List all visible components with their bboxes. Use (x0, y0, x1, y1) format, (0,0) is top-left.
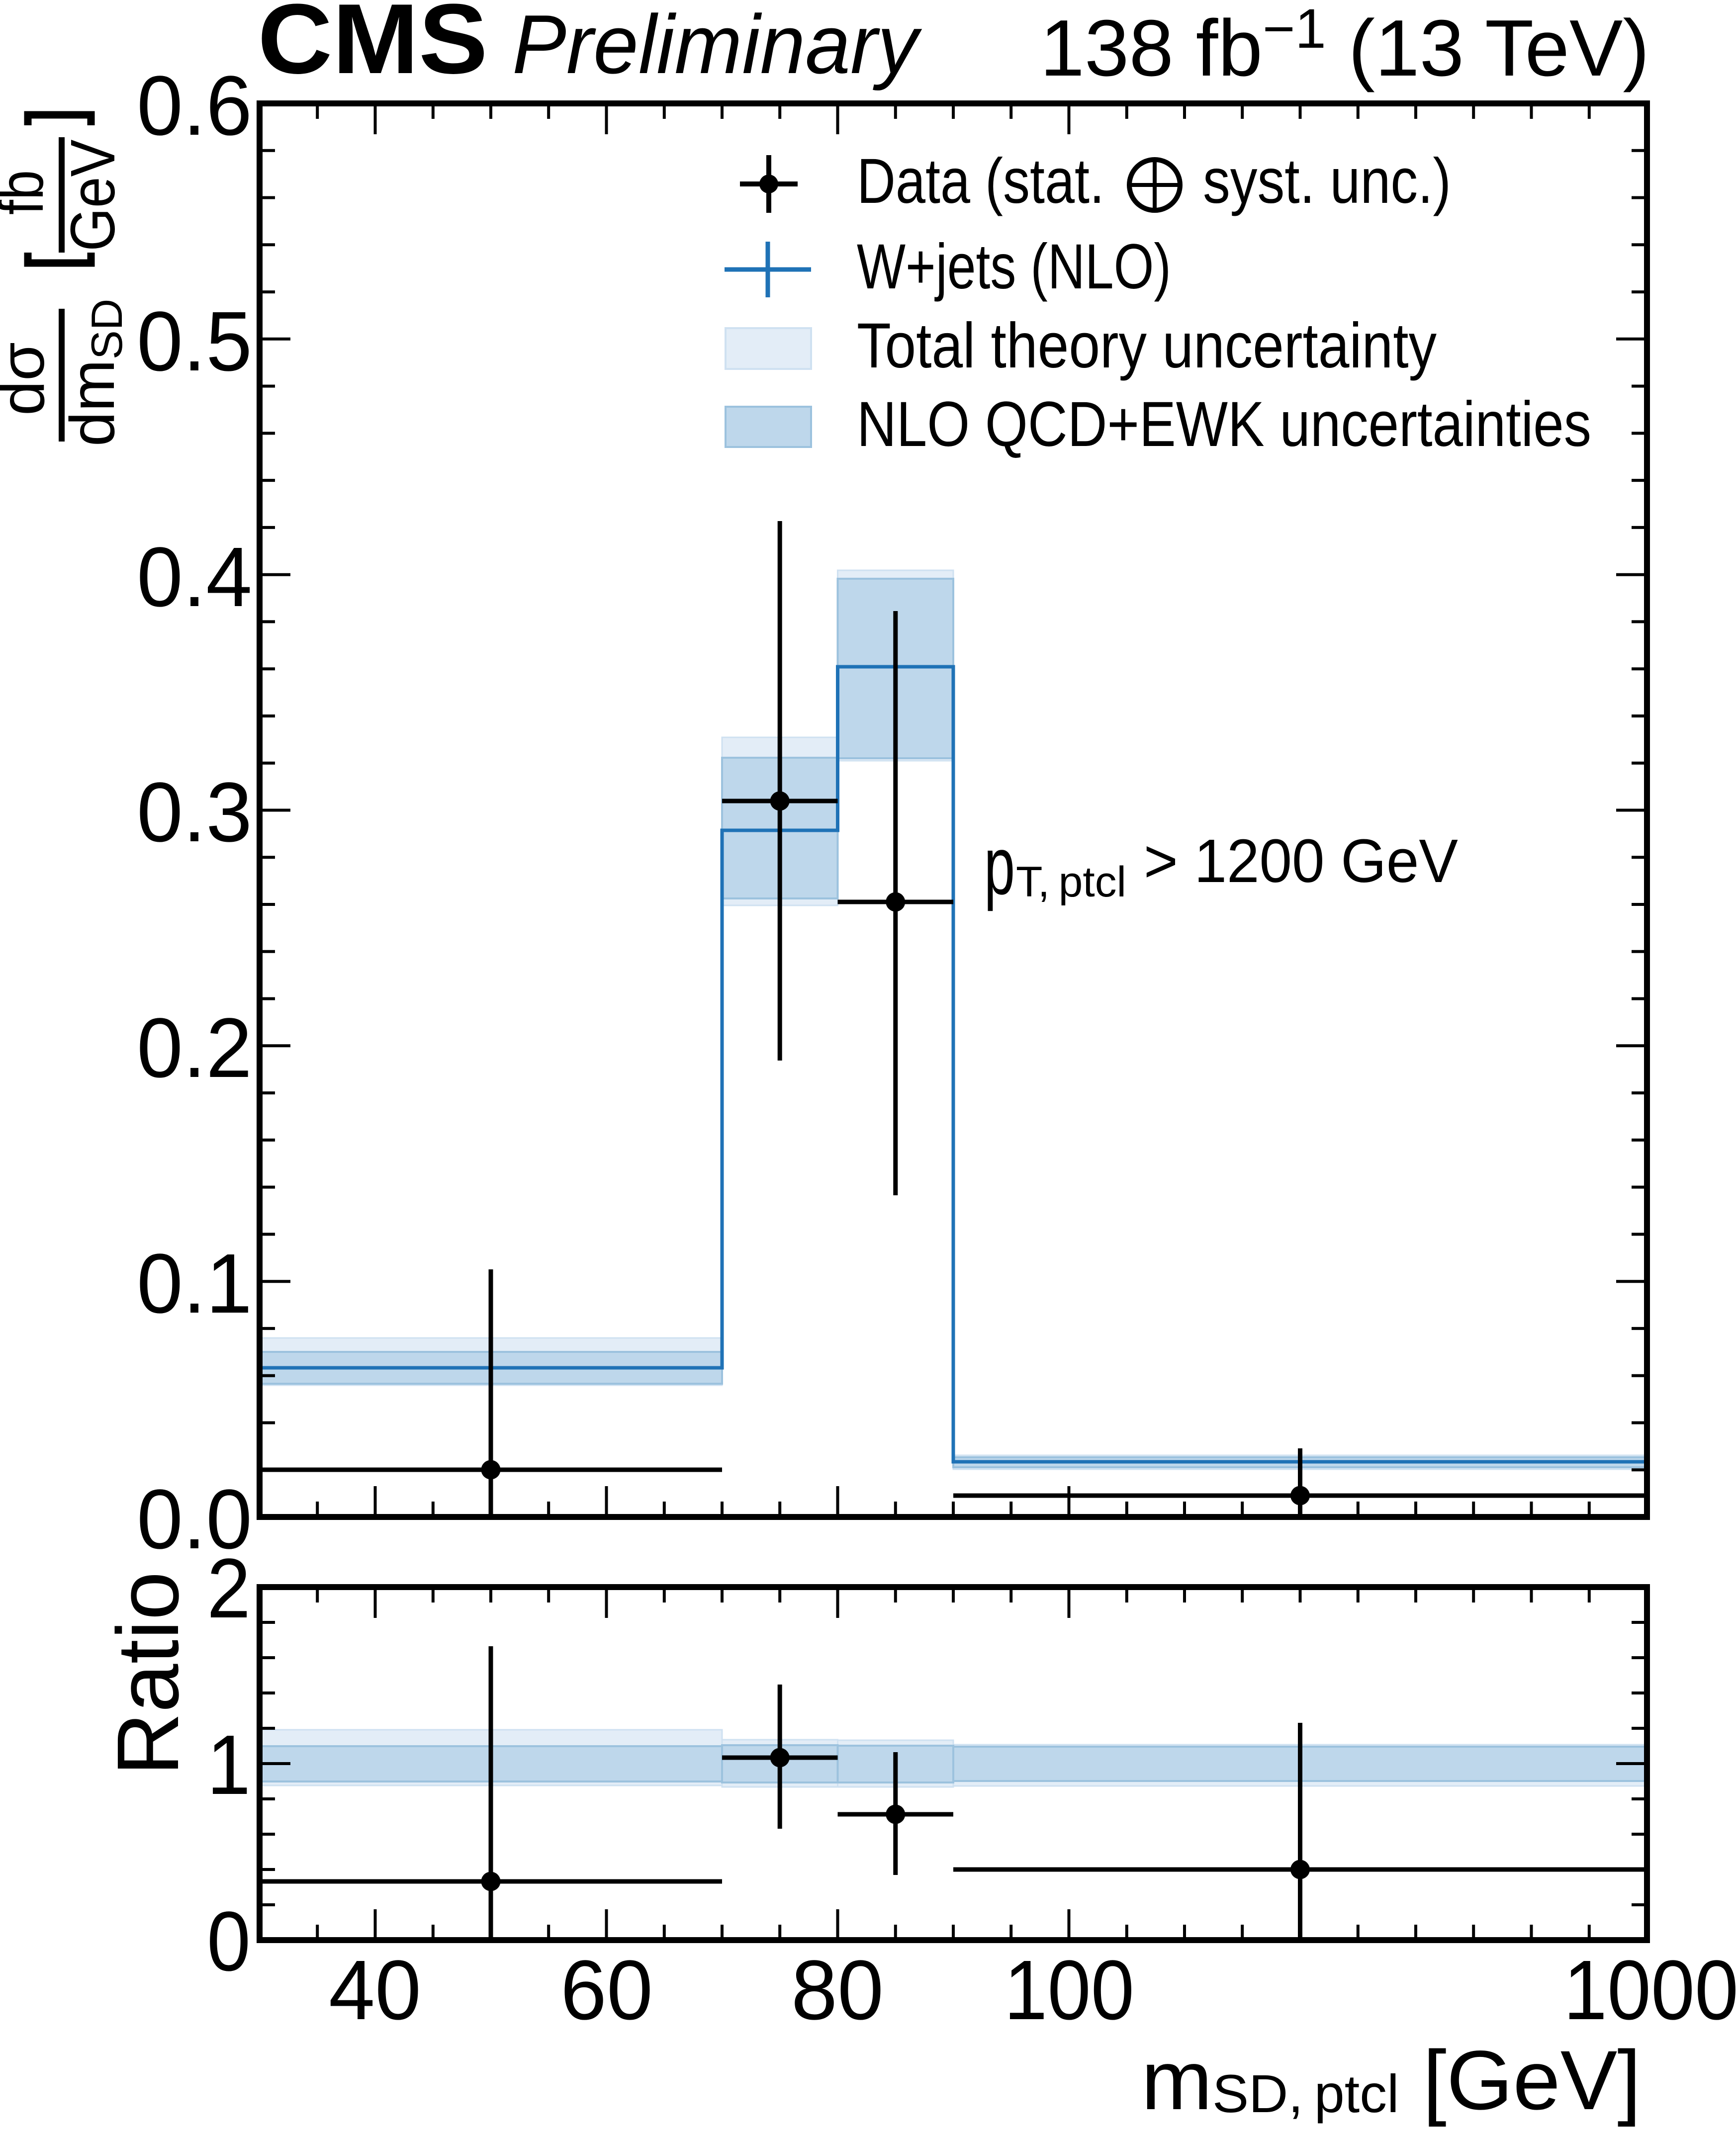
svg-text:0.6: 0.6 (137, 59, 252, 153)
svg-text:fb: fb (0, 170, 56, 215)
svg-text:138 fb−1 (13 TeV): 138 fb−1 (13 TeV) (1040, 0, 1649, 93)
svg-text:Data (stat.: Data (stat. (857, 146, 1104, 217)
svg-text:CMS: CMS (258, 0, 488, 94)
svg-text:NLO QCD+EWK uncertainties: NLO QCD+EWK uncertainties (857, 389, 1591, 460)
svg-text:syst. unc.): syst. unc.) (1203, 146, 1451, 217)
svg-text:0.3: 0.3 (137, 765, 252, 860)
svg-text:> 1200 GeV: > 1200 GeV (1144, 827, 1458, 895)
svg-text:1000: 1000 (1563, 1943, 1736, 2038)
svg-text:0.5: 0.5 (137, 294, 252, 389)
svg-text:40: 40 (329, 1943, 421, 2038)
svg-text:60: 60 (560, 1943, 653, 2038)
svg-text:0.1: 0.1 (137, 1237, 252, 1331)
svg-text:GeV: GeV (58, 140, 128, 252)
svg-text:pT, ptcl: pT, ptcl (984, 820, 1126, 911)
svg-text:0.4: 0.4 (137, 530, 252, 624)
svg-text:0: 0 (207, 1894, 251, 1989)
svg-text:1: 1 (207, 1718, 251, 1812)
svg-text:0.2: 0.2 (137, 1001, 252, 1095)
svg-text:80: 80 (791, 1943, 884, 2038)
svg-text:Preliminary: Preliminary (512, 0, 922, 91)
svg-text:Ratio: Ratio (99, 1572, 197, 1776)
svg-text:Total theory uncertainty: Total theory uncertainty (857, 310, 1437, 381)
svg-text:2: 2 (207, 1541, 251, 1636)
svg-text:W+jets (NLO): W+jets (NLO) (857, 231, 1171, 302)
svg-text:0.0: 0.0 (137, 1472, 252, 1567)
svg-text:dσ: dσ (0, 342, 57, 416)
svg-text:100: 100 (1004, 1943, 1134, 2038)
